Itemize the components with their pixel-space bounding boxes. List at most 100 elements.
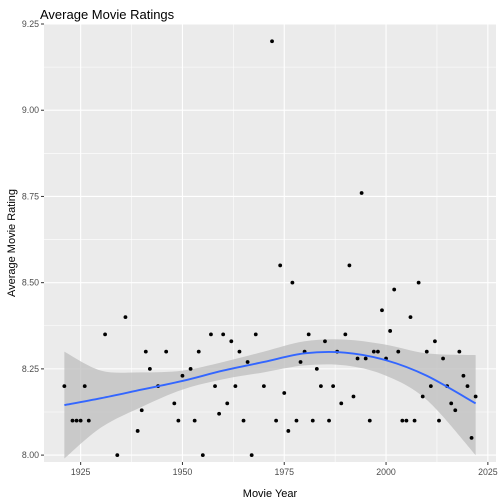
- data-point: [290, 280, 295, 285]
- data-point: [278, 263, 283, 268]
- data-point: [253, 332, 258, 337]
- data-point: [396, 349, 401, 354]
- data-point: [449, 401, 454, 406]
- x-tick-label: 1925: [71, 467, 91, 477]
- data-point: [310, 418, 315, 423]
- grid-minor: [44, 24, 496, 462]
- data-point: [221, 332, 226, 337]
- data-point: [355, 356, 360, 361]
- data-point: [82, 384, 87, 389]
- data-point: [453, 408, 458, 413]
- data-point: [229, 339, 234, 344]
- data-point: [74, 418, 79, 423]
- data-point: [461, 373, 466, 378]
- confidence-band: [64, 339, 476, 459]
- data-point: [359, 191, 364, 195]
- data-point: [347, 263, 352, 268]
- data-point: [433, 339, 437, 344]
- x-tick-label: 1950: [173, 467, 193, 477]
- data-point: [135, 429, 140, 433]
- x-tick-label: 2025: [478, 467, 498, 477]
- data-point: [351, 394, 356, 399]
- data-point: [327, 418, 331, 423]
- data-point: [424, 349, 429, 354]
- data-point: [172, 401, 177, 406]
- x-tick-label: 2000: [376, 467, 396, 477]
- data-points: [62, 39, 478, 458]
- data-point: [367, 418, 372, 423]
- data-point: [465, 384, 470, 389]
- data-point: [298, 360, 303, 364]
- data-point: [473, 394, 478, 399]
- data-point: [217, 411, 221, 416]
- data-point: [200, 453, 205, 458]
- data-point: [437, 418, 441, 423]
- data-point: [249, 453, 254, 458]
- data-point: [241, 418, 246, 423]
- data-point: [314, 366, 319, 371]
- data-point: [196, 349, 201, 354]
- data-point: [213, 384, 217, 389]
- data-point: [420, 394, 425, 399]
- y-tick-label: 8.50: [22, 278, 39, 288]
- y-tick-label: 8.75: [22, 191, 39, 201]
- data-point: [237, 349, 242, 354]
- data-point: [400, 418, 405, 423]
- x-axis-ticks: 1925 1950 1975 2000 2025: [71, 462, 498, 477]
- x-tick-label: 1975: [274, 467, 294, 477]
- data-point: [376, 349, 380, 354]
- y-tick-label: 8.00: [22, 450, 39, 460]
- data-point: [176, 418, 181, 423]
- data-point: [404, 418, 409, 423]
- data-point: [103, 332, 107, 337]
- data-point: [331, 384, 336, 389]
- y-tick-label: 8.25: [22, 364, 39, 374]
- data-point: [62, 384, 67, 389]
- data-point: [428, 384, 433, 389]
- y-axis-ticks: 8.00 8.25 8.50 8.75 9.00 9.25: [22, 19, 44, 460]
- data-point: [123, 315, 128, 320]
- x-axis-label: Movie Year: [243, 488, 298, 500]
- data-point: [388, 329, 393, 333]
- data-point: [408, 315, 413, 320]
- data-point: [115, 453, 120, 458]
- data-point: [192, 418, 197, 423]
- data-point: [86, 418, 91, 423]
- data-point: [392, 287, 397, 292]
- data-point: [339, 401, 344, 406]
- data-point: [188, 366, 193, 371]
- data-point: [323, 339, 327, 344]
- data-point: [139, 408, 144, 413]
- data-point: [363, 356, 368, 361]
- data-point: [294, 418, 299, 423]
- data-point: [380, 308, 384, 313]
- data-point: [441, 356, 445, 361]
- smooth-trend-line: [64, 351, 477, 407]
- data-point: [343, 332, 348, 337]
- data-point: [245, 360, 250, 364]
- data-point: [70, 418, 75, 423]
- y-tick-label: 9.00: [22, 105, 39, 115]
- data-point: [282, 391, 287, 395]
- data-point: [147, 366, 152, 371]
- data-point: [469, 435, 474, 440]
- data-point: [261, 384, 266, 389]
- data-point: [286, 429, 291, 433]
- data-point: [180, 373, 185, 378]
- y-tick-label: 9.25: [22, 19, 39, 29]
- data-point: [416, 280, 421, 285]
- data-point: [274, 418, 279, 423]
- data-point: [319, 384, 323, 389]
- confidence-band-area: [64, 339, 476, 459]
- data-point: [457, 349, 462, 354]
- data-point: [143, 349, 148, 354]
- data-point: [306, 332, 311, 337]
- data-point: [371, 349, 376, 354]
- data-point: [78, 418, 83, 423]
- data-point: [209, 332, 213, 337]
- data-point: [164, 349, 169, 354]
- chart-title: Average Movie Ratings: [40, 7, 175, 22]
- data-point: [270, 39, 274, 44]
- data-point: [233, 384, 238, 389]
